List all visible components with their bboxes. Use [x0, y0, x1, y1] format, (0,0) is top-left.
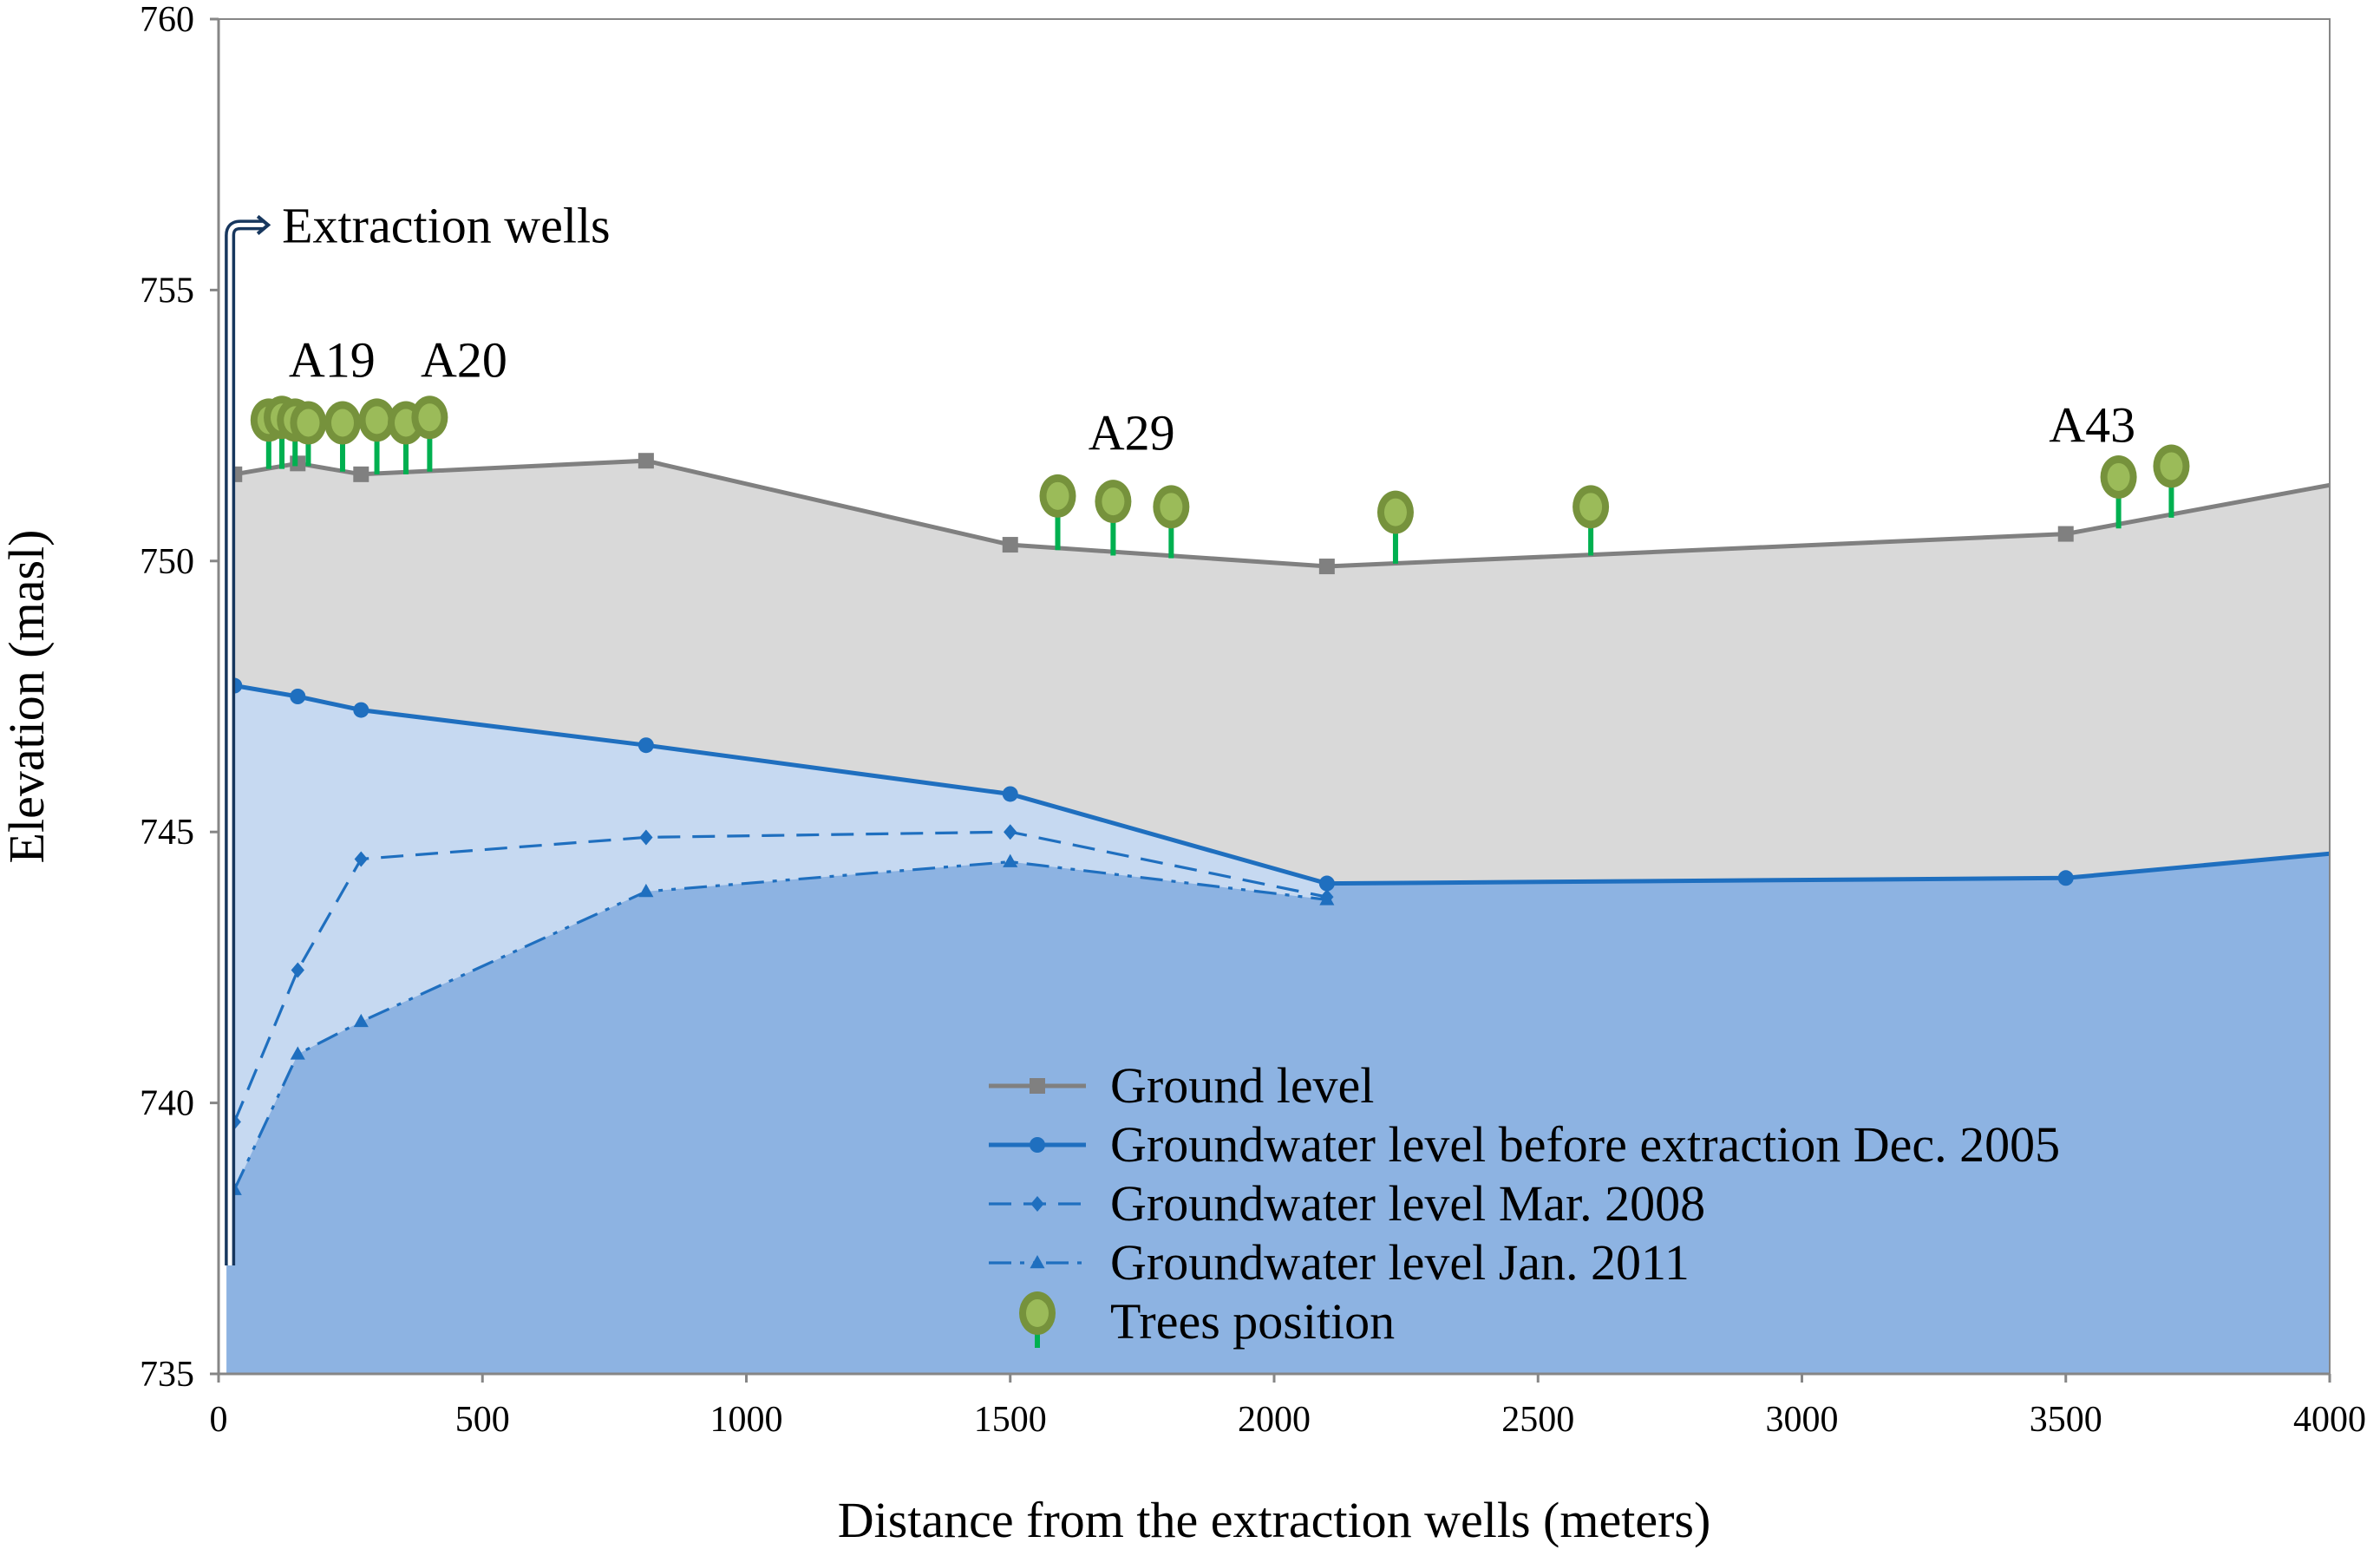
tree-crown	[330, 409, 354, 437]
x-tick-label-6: 3000	[1766, 1400, 1839, 1440]
legend-marker-1	[1030, 1137, 1045, 1153]
tree-crown	[365, 406, 389, 435]
series-1-point-4	[1002, 786, 1018, 802]
tree-crown	[1383, 498, 1407, 526]
legend-entry-0: Ground level	[989, 1057, 1374, 1114]
extraction-wells-annotation: Extraction wells	[225, 197, 611, 1266]
x-tick-label-4: 2000	[1238, 1400, 1311, 1440]
tree-icon-10	[1153, 485, 1190, 559]
y-tick-label-5: 760	[140, 0, 194, 40]
tree-crown	[1160, 493, 1183, 521]
legend-tree-icon	[1019, 1291, 1056, 1348]
legend-entry-4: Trees position	[1019, 1291, 1395, 1350]
x-axis-title: Distance from the extraction wells (mete…	[838, 1492, 1711, 1548]
tree-crown	[297, 409, 320, 437]
tree-label-a20: A20	[421, 331, 507, 388]
drawdown-fill-region	[226, 685, 1327, 1190]
series-2-point-4	[1004, 824, 1017, 840]
tree-icon-9	[1095, 480, 1132, 556]
y-tick-label-3: 750	[140, 542, 194, 582]
series-0-point-6	[2057, 526, 2074, 542]
x-tick-label-5: 2500	[1501, 1400, 1574, 1440]
series-2-point-3	[639, 829, 653, 846]
legend-entry-2: Groundwater level Mar. 2008	[989, 1175, 1705, 1232]
tree-crown	[1026, 1299, 1049, 1327]
series-0-point-2	[353, 466, 369, 482]
tree-icon-14	[2153, 444, 2190, 518]
x-tick-label-2: 1000	[710, 1400, 783, 1440]
legend-label-0: Ground level	[1110, 1057, 1374, 1114]
series-0-point-1	[290, 455, 306, 472]
tree-icon-12	[1572, 485, 1610, 556]
series-3-point-3	[638, 883, 654, 898]
series-3-point-1	[290, 1046, 305, 1060]
tree-icon-5	[358, 398, 396, 474]
legend-label-4: Trees position	[1110, 1293, 1395, 1350]
series-2-point-2	[354, 851, 368, 867]
series-0-point-3	[638, 453, 654, 469]
tree-label-a43: A43	[2049, 396, 2135, 453]
series-1-point-1	[290, 689, 306, 704]
legend-marker-3	[1030, 1255, 1045, 1269]
plot-area-fills	[226, 461, 2330, 1374]
legend-label-3: Groundwater level Jan. 2011	[1110, 1234, 1690, 1291]
series-3-point-4	[1003, 853, 1018, 867]
tree-icon-13	[2100, 454, 2137, 529]
y-tick-label-0: 735	[140, 1355, 194, 1395]
trees-layer: A19 A20 A29 A43	[250, 331, 2190, 564]
series-2-point-1	[291, 962, 304, 978]
legend-label-2: Groundwater level Mar. 2008	[1110, 1175, 1705, 1232]
series-1-point-2	[353, 702, 369, 718]
tree-crown	[2107, 462, 2130, 491]
x-tick-label-7: 3500	[2030, 1400, 2102, 1440]
tree-label-a29: A29	[1089, 405, 1175, 461]
well-pipe-inner	[227, 222, 265, 1266]
series-1-point-3	[638, 737, 654, 754]
series-3-point-2	[353, 1013, 369, 1028]
x-tick-label-3: 1500	[974, 1400, 1047, 1440]
tree-icon-3	[290, 401, 327, 467]
ground-fill-region	[226, 461, 2330, 884]
tree-icon-7	[411, 396, 448, 472]
series-1-point-6	[2057, 870, 2074, 886]
tree-crown	[2160, 452, 2183, 481]
legend-entry-3: Groundwater level Jan. 2011	[989, 1234, 1690, 1291]
series-3-point-5	[1319, 892, 1335, 905]
tree-crown	[1046, 481, 1069, 510]
tree-crown	[418, 403, 441, 432]
x-tick-label-8: 4000	[2293, 1400, 2366, 1440]
series-line-1	[233, 683, 2331, 886]
x-tick-label-1: 500	[455, 1400, 510, 1440]
tree-crown	[1102, 487, 1125, 516]
tree-crown	[1579, 493, 1603, 521]
x-tick-label-0: 0	[210, 1400, 228, 1440]
y-tick-label-1: 740	[140, 1084, 194, 1124]
series-line-2	[232, 830, 1328, 1123]
legend-entry-1: Groundwater level before extraction Dec.…	[989, 1116, 2060, 1173]
extraction-wells-label: Extraction wells	[282, 197, 611, 253]
tree-icon-8	[1039, 474, 1076, 551]
legend-label-1: Groundwater level before extraction Dec.…	[1110, 1116, 2060, 1173]
series-0-point-4	[1002, 537, 1018, 553]
tree-icon-4	[324, 401, 361, 472]
well-arrow-head	[256, 214, 271, 235]
tick-labels: 0 500 1000 1500 2000 2500 3000 3500 4000 735 740 74…	[140, 0, 2366, 1440]
legend-marker-0	[1030, 1078, 1045, 1094]
y-tick-label-2: 745	[140, 813, 194, 853]
y-tick-label-4: 755	[140, 271, 194, 311]
y-axis-title: Elevation (masl)	[0, 530, 55, 864]
tree-icon-11	[1376, 490, 1414, 564]
series-line-3	[232, 860, 1328, 1191]
tree-label-a19: A19	[289, 331, 376, 388]
series-markers	[226, 453, 2074, 1195]
legend-marker-2	[1030, 1196, 1044, 1212]
series-1-point-5	[1318, 875, 1335, 892]
series-0-point-5	[1318, 559, 1335, 575]
